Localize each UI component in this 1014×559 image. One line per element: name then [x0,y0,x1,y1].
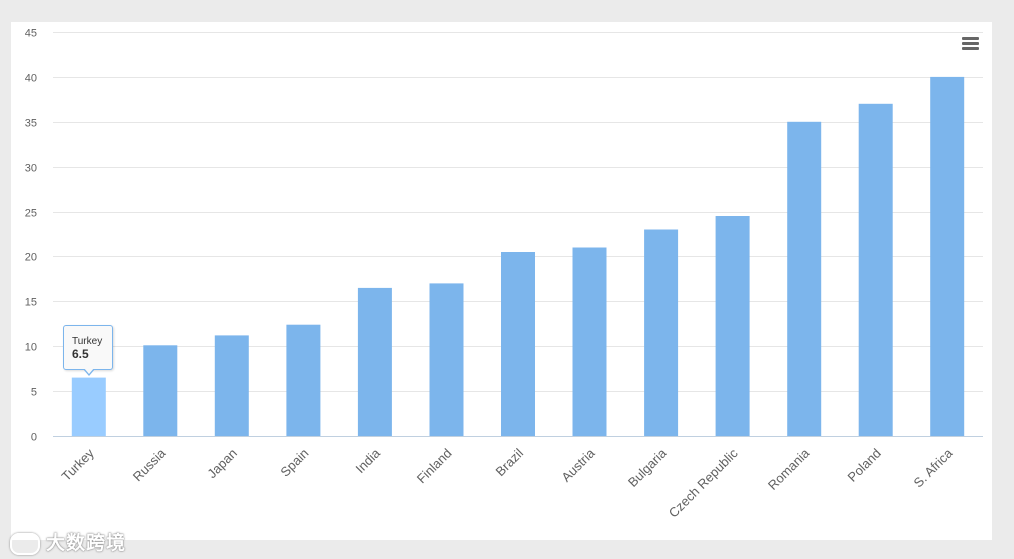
y-tick-label: 35 [25,118,37,130]
x-tick-label: Austria [558,445,598,485]
bar-turkey[interactable] [71,377,106,436]
chart-context-menu-button[interactable] [961,35,981,53]
bar-india[interactable] [357,287,392,436]
x-tick-label: Brazil [493,445,527,479]
y-tick-label: 5 [31,387,37,399]
bar-czech-republic[interactable] [715,216,750,436]
tooltip-category: Turkey [72,336,103,347]
bars [71,76,965,437]
y-tick-label: 40 [25,73,37,85]
y-tick-label: 30 [25,163,37,175]
y-tick-label: 0 [31,432,37,444]
tooltip-value: 6.5 [72,347,89,361]
x-tick-label: Russia [130,445,169,484]
bar-japan[interactable] [214,335,249,436]
menu-line-icon [962,37,979,40]
x-tick-label: S. Africa [911,445,956,490]
y-tick-label: 10 [25,342,37,354]
x-tick-label: Japan [204,446,240,482]
bar-s-africa[interactable] [930,76,965,437]
watermark-text: 大数跨境 [46,533,127,554]
bar-finland[interactable] [429,283,464,436]
bar-romania[interactable] [787,121,822,437]
y-axis-labels: 0 5 10 15 20 25 30 35 40 45 [25,28,37,444]
x-tick-label: Czech Republic [666,445,741,520]
bar-austria[interactable] [572,247,607,437]
bar-russia[interactable] [143,345,178,436]
x-tick-label: Poland [845,446,884,485]
bar-poland[interactable] [858,103,893,437]
x-tick-label: Bulgaria [625,445,670,490]
x-tick-label: Finland [414,446,455,487]
y-tick-label: 45 [25,28,37,40]
y-tick-label: 15 [25,297,37,309]
bar-brazil[interactable] [501,252,535,436]
watermark: 大数跨境 [10,528,126,555]
bar-bulgaria[interactable] [644,229,679,437]
tooltip: Turkey 6.5 [63,325,113,370]
x-tick-label: India [352,445,383,476]
y-tick-label: 20 [25,252,37,264]
menu-line-icon [962,42,979,45]
bar-spain[interactable] [286,324,321,436]
x-tick-label: Turkey [59,445,98,484]
y-tick-label: 25 [25,208,37,220]
tooltip-pointer-inner [84,368,94,374]
x-axis-labels: Turkey Russia Japan Spain India Finland Brazil… [59,445,956,521]
x-tick-label: Spain [277,446,311,480]
x-tick-label: Romania [765,445,813,493]
menu-line-icon [962,47,979,50]
watermark-logo-icon [10,532,40,555]
